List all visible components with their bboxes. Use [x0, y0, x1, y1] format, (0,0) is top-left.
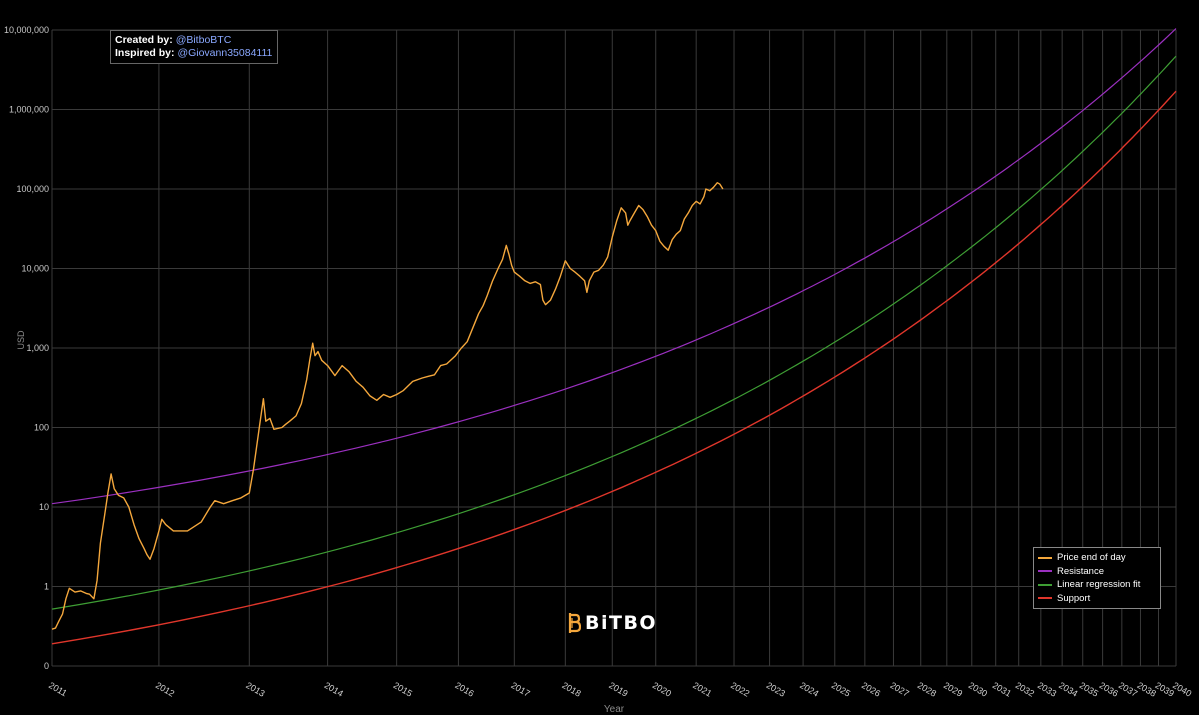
x-tick-label: 2025	[830, 680, 852, 699]
x-tick-label: 2036	[1098, 680, 1120, 699]
y-tick-label: 0	[44, 661, 49, 671]
y-tick-label: 100	[34, 423, 49, 433]
legend-swatch-support	[1038, 597, 1052, 600]
y-tick-label: 10,000,000	[4, 25, 49, 35]
x-tick-label: 2020	[651, 680, 673, 699]
created-by-handle[interactable]: @BitboBTC	[175, 34, 232, 46]
chart-legend: Price end of day Resistance Linear regre…	[1033, 547, 1161, 609]
legend-item-regression[interactable]: Linear regression fit	[1038, 578, 1156, 592]
legend-swatch-regression	[1038, 583, 1052, 586]
x-tick-label: 2018	[560, 680, 582, 699]
y-tick-label: 100,000	[16, 184, 49, 194]
x-tick-label: 2022	[729, 680, 751, 699]
legend-label-resistance: Resistance	[1057, 565, 1104, 577]
legend-item-price[interactable]: Price end of day	[1038, 551, 1156, 565]
x-tick-label: 2021	[691, 680, 713, 699]
inspired-by-label: Inspired by:	[115, 47, 175, 59]
x-tick-label: 2014	[323, 680, 345, 699]
x-tick-label: 2026	[860, 680, 882, 699]
legend-item-support[interactable]: Support	[1038, 592, 1156, 606]
x-tick-label: 2011	[47, 680, 69, 698]
bitbo-logo: BiTBO	[567, 612, 657, 634]
y-tick-label: 1,000	[26, 343, 49, 353]
price-line	[51, 181, 724, 630]
x-tick-label: 2031	[991, 680, 1013, 699]
x-tick-label: 2033	[1036, 680, 1058, 699]
x-tick-label: 2027	[888, 680, 910, 699]
x-tick-label: 2028	[916, 680, 938, 699]
inspired-by-handle[interactable]: @Giovann35084111	[177, 47, 273, 59]
legend-swatch-resistance	[1038, 570, 1052, 573]
bitbo-logo-icon	[568, 613, 581, 633]
y-tick-label: 1	[44, 582, 49, 592]
x-tick-label: 2032	[1014, 680, 1036, 699]
legend-label-price: Price end of day	[1057, 552, 1126, 564]
x-tick-label: 2013	[244, 680, 266, 699]
y-axis: 0 1 10 100 1,000 10,000 100,000 1,000,000 10,000…	[4, 25, 49, 671]
x-tick-label: 2024	[798, 680, 820, 699]
x-tick-label: 2035	[1078, 680, 1100, 699]
regression-line	[51, 55, 1177, 610]
legend-label-regression: Linear regression fit	[1057, 579, 1141, 591]
legend-label-support: Support	[1057, 592, 1091, 604]
bitbo-logo-text: BiTBO	[585, 612, 658, 634]
x-tick-label: 2029	[942, 680, 964, 699]
x-axis-title: Year	[604, 704, 625, 715]
resistance-line	[51, 28, 1177, 505]
y-tick-label: 10,000	[21, 264, 49, 274]
credits-box: Created by: @BitboBTC Inspired by: @Giov…	[110, 30, 279, 64]
x-tick-label: 2034	[1057, 680, 1079, 699]
x-tick-label: 2023	[765, 680, 787, 699]
x-tick-label: 2016	[453, 680, 475, 699]
x-tick-label: 2019	[607, 680, 629, 699]
chart-series	[51, 28, 1177, 645]
x-axis: 2011 2012 2013 2014 2015 2016 2017 2018 2019 2020…	[47, 680, 1193, 699]
x-tick-label: 2017	[509, 680, 531, 699]
legend-item-resistance[interactable]: Resistance	[1038, 565, 1156, 579]
y-tick-label: 1,000,000	[9, 105, 49, 115]
inspired-by-line: Inspired by: @Giovann35084111	[115, 47, 272, 60]
x-tick-label: 2012	[154, 680, 176, 699]
y-axis-title: USD	[16, 330, 26, 350]
x-tick-label: 2015	[392, 680, 414, 699]
created-by-label: Created by:	[115, 34, 173, 46]
x-tick-label: 2030	[967, 680, 989, 699]
legend-swatch-price	[1038, 556, 1052, 559]
x-tick-label: 2038	[1135, 680, 1157, 699]
x-tick-label: 2040	[1171, 680, 1193, 699]
chart-grid	[51, 29, 1177, 667]
y-tick-label: 10	[39, 502, 49, 512]
created-by-line: Created by: @BitboBTC	[115, 34, 272, 47]
x-tick-label: 2037	[1117, 680, 1139, 699]
support-line	[51, 90, 1177, 645]
